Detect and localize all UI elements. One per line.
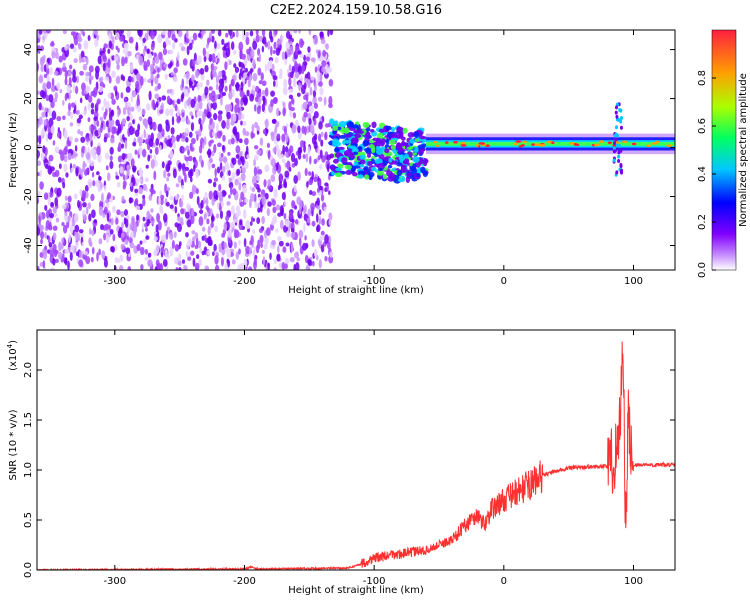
snr-ytick-label: 1.0 [23, 462, 34, 478]
snr-marks [37, 341, 675, 570]
colorbar: 0.0 0.2 0.4 0.6 0.8 Normalized spectral ampl… [697, 29, 749, 278]
snr-series-line [37, 341, 675, 570]
snr-xtick-label: 100 [624, 576, 643, 587]
colorbar-tick-label: 0.6 [697, 118, 708, 134]
colorbar-label: Normalized spectral amplitude [738, 73, 749, 227]
snr-xtick-label: -100 [363, 576, 386, 587]
spectrogram-ylabel: Frequency (Hz) [8, 112, 19, 188]
spectrogram-xtick-label: -200 [233, 276, 256, 287]
spectrogram-ytick-label: 20 [23, 92, 34, 105]
spectrogram-ytick-label: 0 [23, 144, 34, 150]
snr-xtick-label: 0 [501, 576, 507, 587]
snr-multiplier-exp: 4 [6, 343, 14, 348]
colorbar-axis: 0.0 0.2 0.4 0.6 0.8 [697, 70, 716, 278]
spectrogram-marks [37, 30, 675, 270]
snr-xtick-label: -300 [103, 576, 126, 587]
snr-xlabel: Height of straight line (km) [288, 585, 424, 596]
spectrogram-xtick-label: 100 [624, 276, 643, 287]
svg-text:(x104): (x104) [6, 340, 19, 371]
colorbar-tick-label: 0.2 [697, 214, 708, 230]
figure-title: C2E2.2024.159.10.58.G16 [270, 3, 442, 18]
snr-panel: -300 -200 -100 0 100 0.0 0.5 1.0 1.5 2.0 Height o… [6, 329, 676, 596]
snr-xtick-label: -200 [233, 576, 256, 587]
snr-axes: -300 -200 -100 0 100 0.0 0.5 1.0 1.5 2.0 [23, 330, 675, 587]
snr-ytick-label: 0.5 [23, 512, 34, 528]
spectrogram-xlabel: Height of straight line (km) [288, 285, 424, 296]
snr-ytick-label: 0.0 [23, 562, 34, 578]
spectrogram-ytick-label: 40 [23, 43, 34, 56]
snr-ytick-label: 1.5 [23, 412, 34, 428]
snr-frame [36, 329, 676, 571]
carrier-band [426, 133, 675, 155]
colorbar-tick-label: 0.0 [697, 262, 708, 278]
spectrogram-xtick-label: -300 [103, 276, 126, 287]
snr-multiplier-base: (x10 [8, 348, 19, 371]
spectrogram-xtick-label: 0 [501, 276, 507, 287]
noise-region [37, 30, 334, 270]
colorbar-tick-label: 0.8 [697, 70, 708, 86]
snr-multiplier: (x104) [6, 340, 19, 371]
snr-ylabel: SNR (10 * v/v) [8, 409, 19, 480]
colorbar-gradient [711, 29, 737, 271]
colorbar-tick-label: 0.4 [697, 166, 708, 182]
disturbance-feature [612, 102, 624, 177]
spectrogram-xtick-label: -100 [363, 276, 386, 287]
spectrogram-ytick-label: -40 [23, 237, 34, 253]
transition-region [328, 118, 430, 184]
spectrogram-frame [36, 29, 676, 271]
snr-ytick-label: 2.0 [23, 362, 34, 378]
spectrogram-ytick-label: -20 [23, 188, 34, 204]
